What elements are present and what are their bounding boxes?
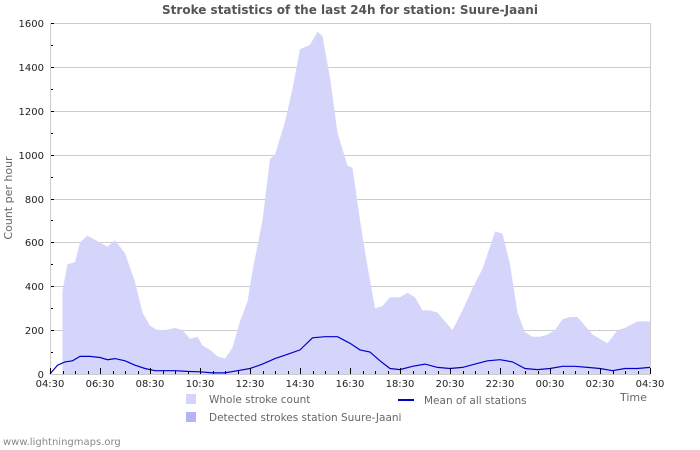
x-tick-label: 02:30 bbox=[586, 379, 615, 390]
y-tick-label: 200 bbox=[25, 326, 44, 337]
chart-title: Stroke statistics of the last 24h for st… bbox=[162, 3, 538, 17]
y-tick-label: 1200 bbox=[19, 107, 44, 118]
x-tick-label: 04:30 bbox=[36, 379, 65, 390]
x-tick-label: 10:30 bbox=[186, 379, 215, 390]
x-axis-label: Time bbox=[619, 391, 647, 404]
footer-credit: www.lightningmaps.org bbox=[3, 437, 121, 448]
x-tick-label: 20:30 bbox=[436, 379, 465, 390]
legend-label-detected: Detected strokes station Suure-Jaani bbox=[209, 412, 401, 424]
y-tick-label: 800 bbox=[25, 195, 44, 206]
legend-swatch-whole bbox=[186, 394, 196, 404]
y-tick-label: 1400 bbox=[19, 63, 44, 74]
legend: Whole stroke count Detected strokes stat… bbox=[186, 394, 527, 424]
x-tick-label: 16:30 bbox=[336, 379, 365, 390]
x-tick-label: 22:30 bbox=[486, 379, 515, 390]
legend-label-mean: Mean of all stations bbox=[424, 395, 527, 407]
x-tick-label: 18:30 bbox=[386, 379, 415, 390]
area-series bbox=[62, 31, 650, 375]
mean-line bbox=[49, 336, 651, 375]
legend-label-whole: Whole stroke count bbox=[209, 394, 310, 406]
y-tick-label: 0 bbox=[38, 370, 44, 381]
x-tick-label: 06:30 bbox=[86, 379, 115, 390]
y-tick-label: 1000 bbox=[19, 151, 44, 162]
y-tick-label: 400 bbox=[25, 282, 44, 293]
y-axis-label: Count per hour bbox=[2, 156, 15, 240]
x-tick-label: 12:30 bbox=[236, 379, 265, 390]
series-areas bbox=[49, 31, 651, 375]
y-tick-label: 1600 bbox=[19, 19, 44, 30]
legend-swatch-detected bbox=[186, 412, 196, 422]
x-tick-label: 14:30 bbox=[286, 379, 315, 390]
axes: 0 200 400 600 800 1000 1200 1400 1600 04:30 06:30 0… bbox=[19, 19, 665, 390]
x-tick-label: 04:30 bbox=[636, 379, 665, 390]
x-tick-label: 08:30 bbox=[136, 379, 165, 390]
y-tick-label: 600 bbox=[25, 238, 44, 249]
x-tick-label: 00:30 bbox=[536, 379, 565, 390]
